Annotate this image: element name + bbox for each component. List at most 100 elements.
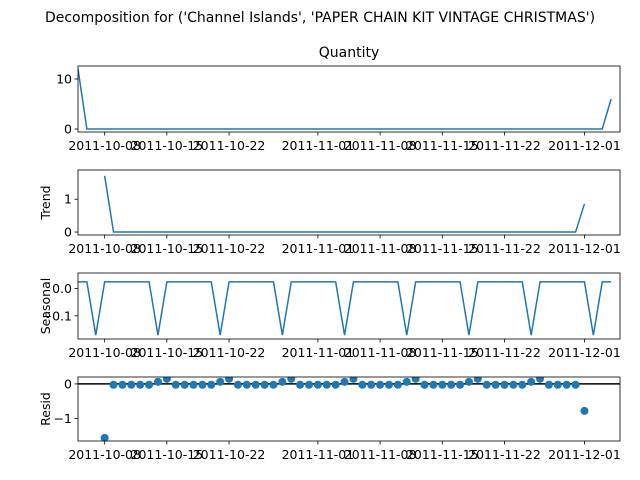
resid-point <box>553 380 562 389</box>
resid-point <box>340 377 349 386</box>
y-axis-label: Trend <box>38 185 53 220</box>
x-tick-label: 2011-11-22 <box>468 447 541 462</box>
resid-point <box>269 380 278 389</box>
y-tick-label: 0 <box>64 376 72 391</box>
resid-point <box>136 380 145 389</box>
y-tick-label: 1 <box>64 192 72 207</box>
x-tick-label: 2011-10-08 <box>68 138 141 153</box>
resid-point <box>296 380 305 389</box>
resid-point <box>251 380 260 389</box>
x-tick-label: 2011-11-22 <box>468 345 541 360</box>
resid-point <box>509 380 518 389</box>
resid-point <box>429 380 438 389</box>
y-tick-label: 0.0 <box>52 281 72 296</box>
resid-point <box>544 380 553 389</box>
resid-point <box>100 433 109 441</box>
x-tick-label: 2011-10-08 <box>68 241 141 256</box>
resid-point <box>402 377 411 386</box>
resid-point <box>482 380 491 389</box>
resid-point <box>198 380 207 389</box>
resid-point <box>171 380 180 389</box>
x-tick-label: 2011-11-01 <box>282 345 355 360</box>
resid-point <box>367 380 376 389</box>
resid-point <box>216 377 225 386</box>
resid-point <box>207 380 216 389</box>
resid-point <box>393 380 402 389</box>
resid-point <box>313 380 322 389</box>
resid-point <box>580 406 589 415</box>
x-tick-label: 2011-12-01 <box>548 138 621 153</box>
y-axis-label: Resid <box>38 392 53 426</box>
x-tick-label: 2011-11-08 <box>344 447 417 462</box>
resid-point <box>162 377 171 383</box>
y-tick-label: 10 <box>56 72 72 87</box>
resid-point <box>145 380 154 389</box>
resid-point <box>242 380 251 389</box>
x-tick-label: 2011-11-15 <box>406 345 479 360</box>
resid-point <box>153 377 162 386</box>
resid-point <box>322 380 331 389</box>
resid-point <box>376 380 385 389</box>
x-tick-label: 2011-11-15 <box>406 447 479 462</box>
resid-point <box>411 377 420 383</box>
resid-point <box>233 380 242 389</box>
y-tick-label: −1 <box>54 411 72 426</box>
x-tick-label: 2011-11-08 <box>344 138 417 153</box>
resid-point <box>562 380 571 389</box>
trend-line <box>103 175 586 233</box>
resid-point <box>287 377 296 383</box>
resid-point <box>384 380 393 389</box>
resid-point <box>536 377 545 383</box>
panel-title: Quantity <box>319 45 380 61</box>
resid-point <box>225 377 234 383</box>
resid-point <box>500 380 509 389</box>
resid-point <box>189 380 198 389</box>
x-tick-label: 2011-10-15 <box>131 241 204 256</box>
resid-point <box>456 380 465 389</box>
resid-point <box>127 380 136 389</box>
resid-point <box>571 380 580 389</box>
resid-point <box>420 380 429 389</box>
y-tick-label: 0 <box>64 122 72 137</box>
resid-point <box>118 380 127 389</box>
resid-point <box>438 380 447 389</box>
resid-point <box>473 377 482 383</box>
resid-point <box>180 380 189 389</box>
axes-frame <box>77 272 621 340</box>
seasonal-line <box>78 281 612 336</box>
resid-point <box>305 380 314 389</box>
x-tick-label: 2011-11-22 <box>468 241 541 256</box>
figure-title: Decomposition for ('Channel Islands', 'P… <box>45 10 595 26</box>
x-tick-label: 2011-11-01 <box>282 138 355 153</box>
x-tick-label: 2011-10-15 <box>131 447 204 462</box>
y-tick-label: −0.1 <box>42 308 72 323</box>
x-tick-label: 2011-10-08 <box>68 447 141 462</box>
x-tick-label: 2011-10-08 <box>68 345 141 360</box>
resid-point <box>447 380 456 389</box>
resid-point <box>358 380 367 389</box>
resid-point <box>260 380 269 389</box>
observed-line <box>78 68 612 130</box>
axes-frame <box>77 169 621 236</box>
x-tick-label: 2011-11-15 <box>406 138 479 153</box>
y-tick-label: 0 <box>64 225 72 240</box>
axes-frame <box>77 65 621 133</box>
x-tick-label: 2011-10-22 <box>193 345 266 360</box>
resid-point <box>278 377 287 386</box>
x-tick-label: 2011-10-15 <box>131 345 204 360</box>
x-tick-label: 2011-10-15 <box>131 138 204 153</box>
x-tick-label: 2011-10-22 <box>193 241 266 256</box>
x-tick-label: 2011-11-08 <box>344 345 417 360</box>
x-tick-label: 2011-11-01 <box>282 241 355 256</box>
resid-point <box>527 377 536 386</box>
resid-point <box>464 377 473 386</box>
x-tick-label: 2011-10-22 <box>193 447 266 462</box>
resid-point <box>491 380 500 389</box>
x-tick-label: 2011-12-01 <box>548 241 621 256</box>
